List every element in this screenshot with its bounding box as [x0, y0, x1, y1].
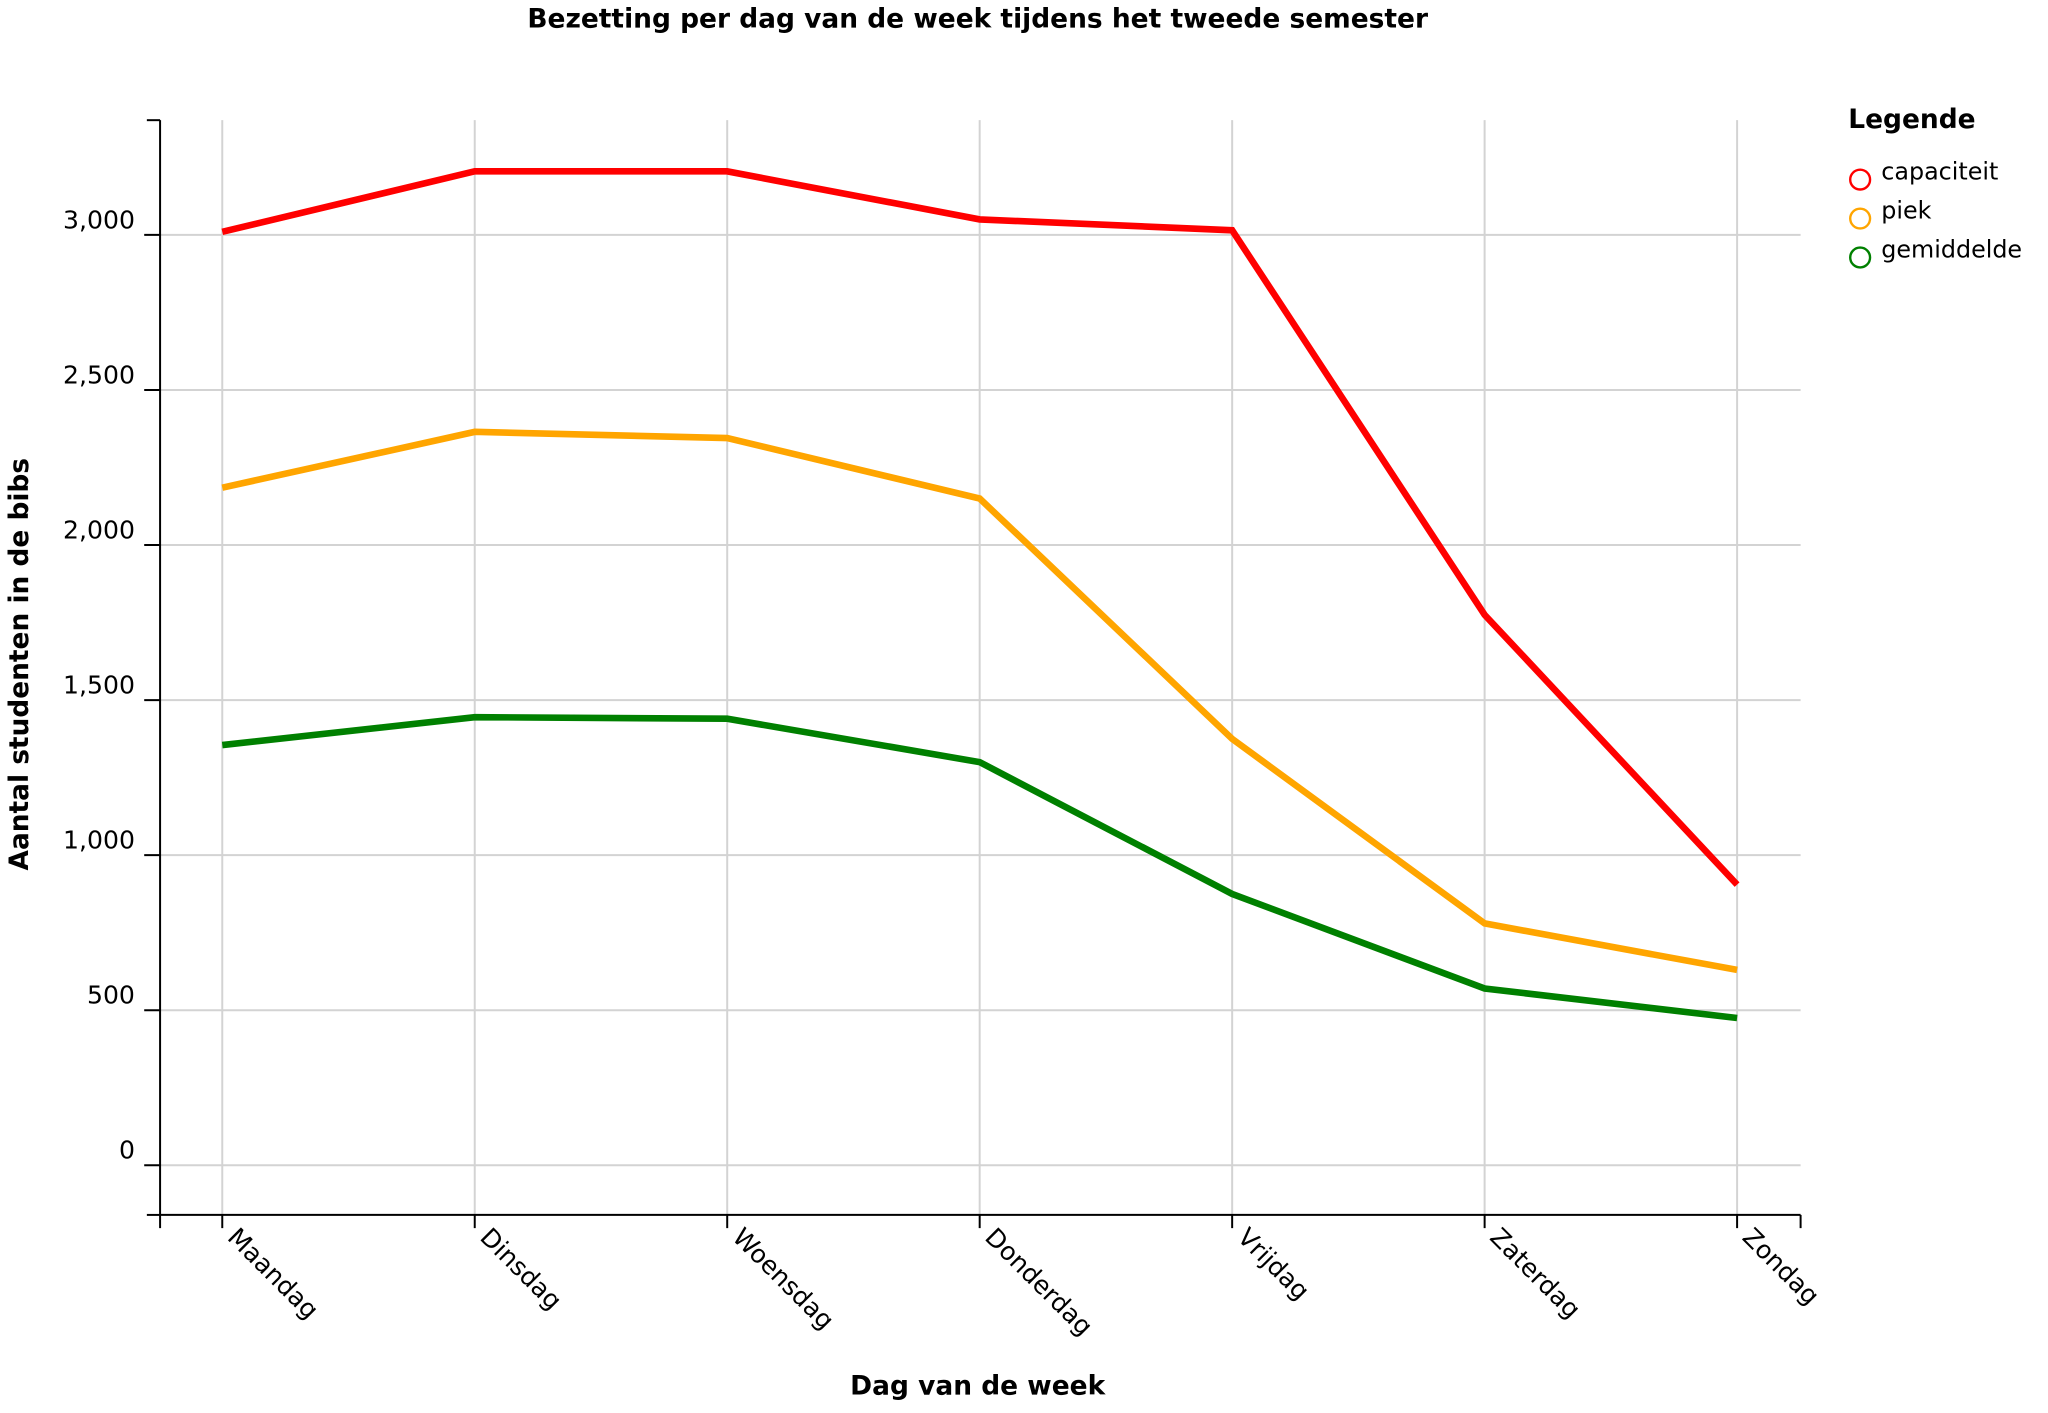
series-lines: [221, 168, 1740, 1022]
y-tick-label: 1,000: [63, 826, 135, 855]
legend-title: Legende: [1848, 104, 1975, 135]
legend: Legende capaciteit piek gemiddelde: [1848, 104, 2022, 269]
x-tick-label: Donderdag: [979, 1222, 1098, 1341]
y-tick-label: 0: [119, 1136, 135, 1165]
y-tick-label: 1,500: [63, 671, 135, 700]
y-axis-label: Aantal studenten in de bibs: [4, 458, 35, 871]
x-axis-label: Dag van de week: [850, 1371, 1106, 1402]
legend-label-piek: piek: [1881, 197, 1931, 225]
x-tick-label: Zondag: [1737, 1222, 1825, 1310]
axes: [146, 119, 1802, 1229]
x-tick-label: Vrijdag: [1232, 1222, 1315, 1305]
legend-label-capaciteit: capaciteit: [1881, 158, 1998, 186]
y-tick-label: 3,000: [63, 205, 135, 234]
y-ticks: 0 500 1,000 1,500 2,000 2,500 3,000: [63, 205, 161, 1167]
legend-marker-gemiddelde: [1849, 246, 1872, 269]
legend-marker-capaciteit: [1849, 168, 1872, 191]
series-line-piek: [221, 428, 1738, 974]
x-tick-label: Zaterdag: [1484, 1222, 1586, 1324]
y-tick-label: 2,000: [63, 515, 135, 544]
x-ticks: Maandag Dinsdag Woensdag Donderdag Vrijdag Za…: [221, 1214, 1825, 1341]
legend-label-gemiddelde: gemiddelde: [1881, 236, 2022, 264]
x-tick-label: Maandag: [222, 1222, 324, 1324]
series-line-gemiddelde: [221, 713, 1738, 1022]
legend-marker-piek: [1849, 207, 1872, 230]
x-tick-label: Woensdag: [727, 1222, 840, 1335]
series-line-capaciteit: [221, 168, 1740, 887]
grid: [160, 120, 1801, 1215]
x-tick-label: Dinsdag: [474, 1222, 567, 1315]
chart-title: Bezetting per dag van de week tijdens he…: [527, 4, 1428, 35]
y-tick-label: 2,500: [63, 360, 135, 389]
y-tick-label: 500: [87, 981, 135, 1010]
